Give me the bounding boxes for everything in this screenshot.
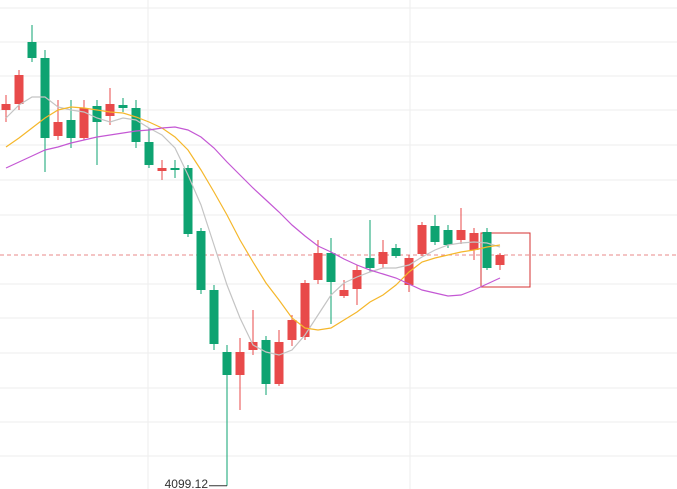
candle-body [287, 320, 297, 340]
candle-body [339, 290, 349, 296]
candle-body [495, 255, 505, 265]
highlight-box [480, 232, 531, 288]
candle-body [222, 352, 232, 375]
candle-body [378, 252, 388, 264]
candle-body [53, 122, 63, 136]
candle-body [365, 258, 375, 268]
candle-body [261, 340, 271, 384]
candle-body [118, 105, 128, 108]
candle-body [235, 352, 245, 375]
candle-body [131, 108, 141, 142]
candle-body [14, 75, 24, 104]
candle-body [105, 104, 115, 116]
candle-body [209, 290, 219, 344]
candle-body [313, 253, 323, 280]
candle-body [443, 230, 453, 245]
candle-body [196, 231, 206, 290]
candle-body [79, 108, 89, 138]
candle-body [92, 106, 102, 122]
candle-body [170, 168, 180, 170]
candle-body [144, 142, 154, 165]
candle-body [27, 42, 37, 58]
candle-body [248, 342, 258, 350]
candle-body [40, 58, 50, 138]
annotation-label: 4099.12 [165, 477, 209, 489]
candle-body [482, 232, 492, 268]
candle-body [66, 120, 76, 138]
candle-body [300, 283, 310, 337]
candle-body [157, 168, 167, 171]
candle-body [456, 230, 466, 240]
moving-average [5, 96, 501, 356]
candle-body [430, 226, 440, 242]
candle-body [352, 270, 362, 289]
candle-body [183, 168, 193, 234]
moving-average [5, 126, 501, 297]
candle-body [391, 248, 401, 256]
candle-body [1, 104, 11, 110]
candle-body [274, 342, 284, 384]
candle-body [326, 253, 336, 282]
candle-body [417, 225, 427, 254]
moving-average [5, 106, 501, 331]
